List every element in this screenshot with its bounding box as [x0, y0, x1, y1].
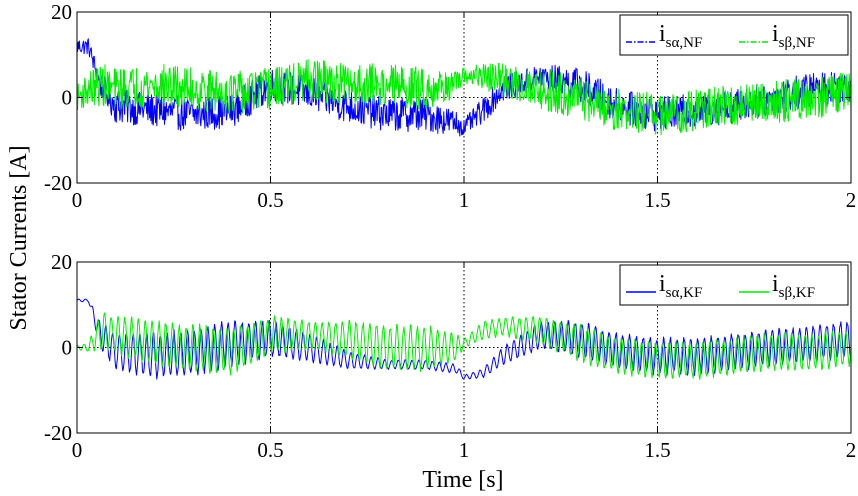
legend-label-s-nf: isβ,NF [772, 21, 815, 51]
x-axis-label: Time [s] [422, 467, 503, 493]
x-tick-label: 1.5 [644, 438, 670, 462]
x-tick-label: 1.5 [644, 188, 670, 212]
x-tick-label: 1 [459, 438, 470, 462]
x-tick-label: 2 [846, 188, 857, 212]
x-tick-label: 0.5 [257, 438, 283, 462]
x-tick-label: 1 [459, 188, 470, 212]
y-tick-label: 0 [62, 86, 73, 110]
y-tick-label: 20 [51, 0, 72, 24]
legend: isα,NF isβ,NF [619, 14, 849, 56]
legend-label-s-kf: isβ,KF [772, 271, 815, 301]
legend-label-s-kf: isα,KF [659, 271, 702, 301]
y-tick-label: 0 [62, 336, 73, 360]
series-line-s-kf [77, 298, 851, 380]
y-tick-label: -20 [44, 171, 72, 195]
y-tick-label: 20 [51, 250, 72, 274]
x-tick-label: 2 [846, 438, 857, 462]
x-tick-label: 0.5 [257, 188, 283, 212]
series-line-s-kf [77, 312, 851, 380]
series-line-s-nf [77, 59, 851, 136]
legend-box [619, 264, 849, 306]
legend-box [619, 14, 849, 56]
x-tick-label: 0 [72, 438, 83, 462]
legend: isα,KF isβ,KF [619, 264, 849, 306]
y-tick-label: -20 [44, 421, 72, 445]
x-tick-label: 0 [72, 188, 83, 212]
legend-label-s-nf: isα,NF [659, 21, 702, 51]
y-axis-label: Stator Currents [A] [6, 145, 32, 330]
